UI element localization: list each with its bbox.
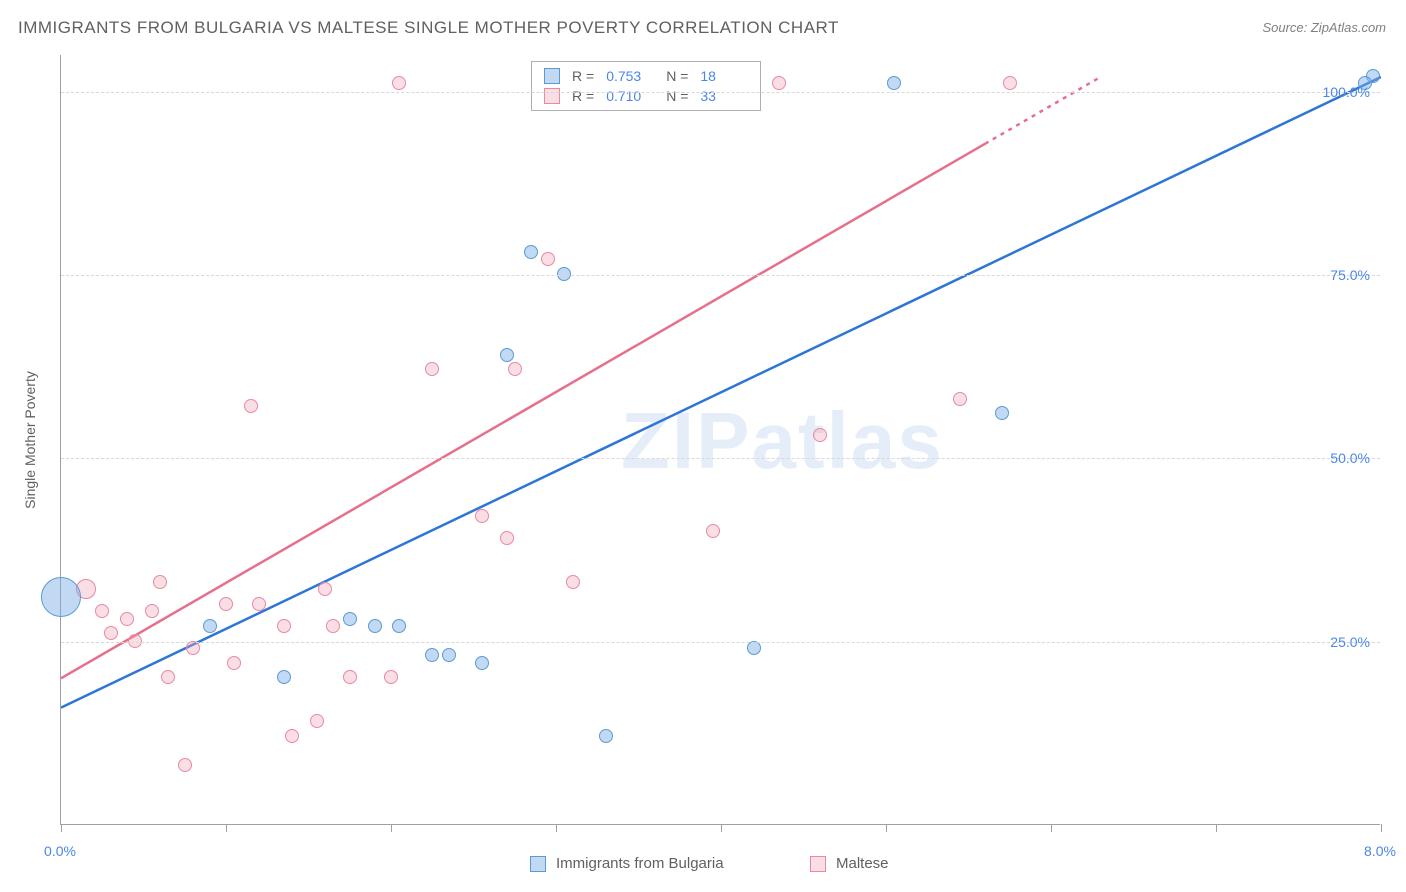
data-point-blue	[442, 648, 456, 662]
data-point-pink	[813, 428, 827, 442]
data-point-pink	[285, 729, 299, 743]
n-label: N =	[666, 88, 688, 104]
data-point-pink	[244, 399, 258, 413]
data-point-pink	[219, 597, 233, 611]
data-point-blue	[557, 267, 571, 281]
gridline	[61, 92, 1380, 93]
swatch-blue	[544, 68, 560, 84]
data-point-blue	[425, 648, 439, 662]
data-point-pink	[541, 252, 555, 266]
data-point-pink	[252, 597, 266, 611]
x-tick	[721, 824, 722, 832]
data-point-pink	[227, 656, 241, 670]
y-tick-label: 25.0%	[1330, 634, 1370, 650]
data-point-pink	[153, 575, 167, 589]
series-label-blue: Immigrants from Bulgaria	[556, 855, 724, 872]
gridline	[61, 458, 1380, 459]
x-tick	[391, 824, 392, 832]
swatch-pink	[544, 88, 560, 104]
data-point-blue	[203, 619, 217, 633]
data-point-blue	[41, 577, 81, 617]
x-tick-label: 0.0%	[44, 843, 76, 859]
swatch-blue	[530, 856, 546, 872]
data-point-blue	[524, 245, 538, 259]
data-point-pink	[1003, 76, 1017, 90]
data-point-pink	[566, 575, 580, 589]
watermark: ZIPatlas	[621, 395, 944, 487]
r-label: R =	[572, 68, 594, 84]
gridline	[61, 275, 1380, 276]
y-tick-label: 50.0%	[1330, 450, 1370, 466]
x-tick	[1051, 824, 1052, 832]
data-point-pink	[508, 362, 522, 376]
chart-plot-area: ZIPatlas R = 0.753 N = 18 R = 0.710 N = …	[60, 55, 1380, 825]
data-point-pink	[384, 670, 398, 684]
data-point-blue	[887, 76, 901, 90]
data-point-pink	[310, 714, 324, 728]
data-point-pink	[392, 76, 406, 90]
legend-stats-row-blue: R = 0.753 N = 18	[544, 66, 748, 86]
data-point-pink	[277, 619, 291, 633]
r-value-pink: 0.710	[606, 88, 654, 104]
data-point-pink	[178, 758, 192, 772]
x-tick	[1381, 824, 1382, 832]
n-label: N =	[666, 68, 688, 84]
source-label: Source: ZipAtlas.com	[1262, 20, 1386, 35]
r-value-blue: 0.753	[606, 68, 654, 84]
swatch-pink	[810, 856, 826, 872]
x-tick	[226, 824, 227, 832]
data-point-pink	[95, 604, 109, 618]
y-tick-label: 75.0%	[1330, 267, 1370, 283]
data-point-blue	[747, 641, 761, 655]
r-label: R =	[572, 88, 594, 104]
data-point-pink	[161, 670, 175, 684]
data-point-pink	[326, 619, 340, 633]
data-point-pink	[318, 582, 332, 596]
trend-lines-layer	[61, 55, 1381, 825]
data-point-pink	[953, 392, 967, 406]
data-point-blue	[392, 619, 406, 633]
data-point-blue	[599, 729, 613, 743]
legend-stats-box: R = 0.753 N = 18 R = 0.710 N = 33	[531, 61, 761, 111]
y-tick-label: 100.0%	[1323, 84, 1370, 100]
data-point-blue	[995, 406, 1009, 420]
gridline	[61, 642, 1380, 643]
data-point-pink	[343, 670, 357, 684]
n-value-blue: 18	[700, 68, 748, 84]
y-axis-label: Single Mother Poverty	[22, 371, 38, 509]
legend-series-pink: Maltese	[810, 855, 889, 872]
data-point-pink	[186, 641, 200, 655]
x-tick	[556, 824, 557, 832]
data-point-pink	[425, 362, 439, 376]
data-point-pink	[104, 626, 118, 640]
data-point-pink	[475, 509, 489, 523]
x-tick	[886, 824, 887, 832]
x-tick	[61, 824, 62, 832]
data-point-blue	[277, 670, 291, 684]
data-point-blue	[475, 656, 489, 670]
legend-stats-row-pink: R = 0.710 N = 33	[544, 86, 748, 106]
x-tick	[1216, 824, 1217, 832]
data-point-pink	[500, 531, 514, 545]
legend-series-blue: Immigrants from Bulgaria	[530, 855, 724, 872]
series-label-pink: Maltese	[836, 855, 889, 872]
x-tick-label: 8.0%	[1364, 843, 1396, 859]
data-point-pink	[120, 612, 134, 626]
data-point-pink	[145, 604, 159, 618]
data-point-pink	[772, 76, 786, 90]
n-value-pink: 33	[700, 88, 748, 104]
data-point-blue	[368, 619, 382, 633]
data-point-blue	[343, 612, 357, 626]
data-point-blue	[500, 348, 514, 362]
chart-title: IMMIGRANTS FROM BULGARIA VS MALTESE SING…	[18, 18, 839, 38]
data-point-pink	[706, 524, 720, 538]
